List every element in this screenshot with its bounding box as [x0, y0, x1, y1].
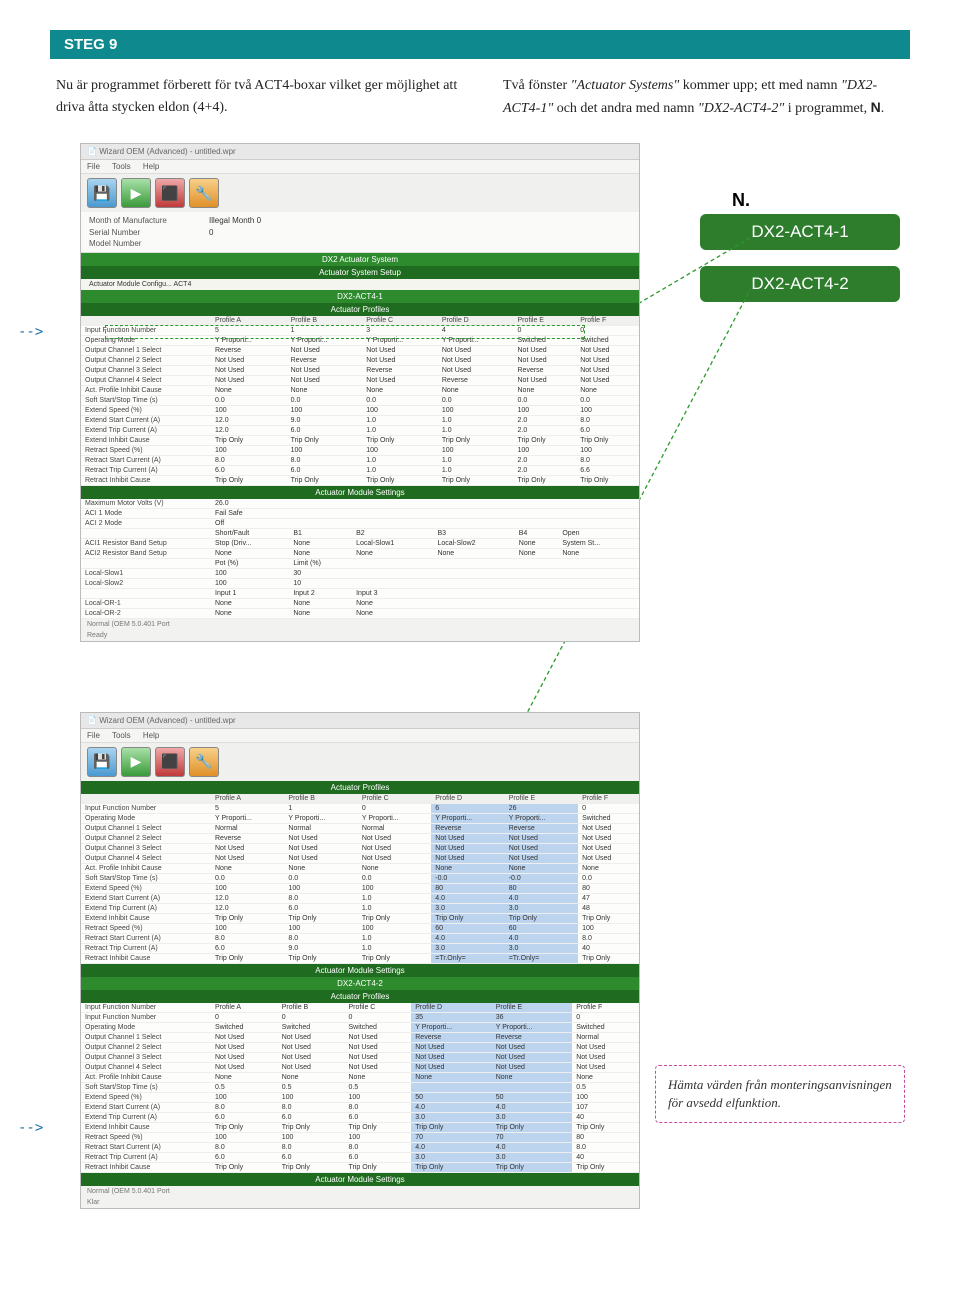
screenshot-1: 📄 Wizard OEM (Advanced) - untitled.wpr F…	[80, 143, 640, 642]
hdr-profiles: Actuator Profiles	[81, 303, 639, 316]
intro-left: Nu är programmet förberett för två ACT4-…	[56, 75, 463, 119]
tool-wrench-icon[interactable]: 🔧	[189, 178, 219, 208]
menu-tools[interactable]: Tools	[112, 731, 131, 740]
txt: N	[871, 99, 881, 115]
txt: Två fönster	[503, 78, 571, 93]
txt: i programmet,	[788, 101, 871, 116]
act4-cfg: Actuator Module Configu... ACT4	[81, 279, 639, 290]
intro-text: Nu är programmet förberett för två ACT4-…	[50, 75, 910, 119]
txt: "Actuator Systems"	[571, 78, 680, 93]
txt: "DX2-ACT4-2"	[698, 101, 784, 116]
menu-file[interactable]: File	[87, 731, 100, 740]
status: Normal (OEM 5.0.401 Port	[81, 619, 639, 630]
menu-help[interactable]: Help	[143, 731, 159, 740]
menu-help[interactable]: Help	[143, 162, 159, 171]
intro-right: Två fönster "Actuator Systems" kommer up…	[503, 75, 910, 119]
tool-stop-icon[interactable]: ⬛	[155, 178, 185, 208]
ready: Ready	[81, 630, 639, 641]
window-title-2: 📄 Wizard OEM (Advanced) - untitled.wpr	[81, 713, 639, 729]
hdr-dx2: DX2 Actuator System	[81, 253, 639, 266]
tool-save-icon[interactable]: 💾	[87, 747, 117, 777]
menu-file[interactable]: File	[87, 162, 100, 171]
profiles-table-2b: Input Function NumberProfile AProfile BP…	[81, 1003, 639, 1173]
toolbar: 💾 ▶ ⬛ 🔧	[81, 174, 639, 212]
screenshot-2: 📄 Wizard OEM (Advanced) - untitled.wpr F…	[80, 712, 640, 1209]
tool-play-icon[interactable]: ▶	[121, 178, 151, 208]
arrow-1: -->	[18, 324, 43, 340]
profiles-table-2a: Profile AProfile BProfile CProfile DProf…	[81, 794, 639, 964]
tool-stop-icon[interactable]: ⬛	[155, 747, 185, 777]
toolbar-2: 💾 ▶ ⬛ 🔧	[81, 743, 639, 781]
txt: och det andra med namn	[557, 101, 698, 116]
callout-N: N.	[732, 190, 750, 211]
status-2: Normal (OEM 5.0.401 Port	[81, 1186, 639, 1197]
device-info: Month of ManufactureIllegal Month 0 Seri…	[81, 212, 639, 253]
pill-dx2-act4-1: DX2-ACT4-1	[700, 214, 900, 250]
klar: Klar	[81, 1197, 639, 1208]
hdr-act4-1: DX2-ACT4-1	[81, 290, 639, 303]
menu-tools[interactable]: Tools	[112, 162, 131, 171]
txt: kommer upp; ett med namn	[683, 78, 841, 93]
arrow-2: -->	[18, 1120, 43, 1136]
menu-bar[interactable]: File Tools Help	[81, 160, 639, 174]
hdr-module-3: Actuator Module Settings	[81, 1173, 639, 1186]
hdr-profiles-2b: Actuator Profiles	[81, 990, 639, 1003]
tool-save-icon[interactable]: 💾	[87, 178, 117, 208]
hdr-module-2: Actuator Module Settings	[81, 964, 639, 977]
tool-play-icon[interactable]: ▶	[121, 747, 151, 777]
note-box: Hämta värden från monteringsanvisningen …	[655, 1065, 905, 1123]
hdr-module: Actuator Module Settings	[81, 486, 639, 499]
hdr-profiles-2: Actuator Profiles	[81, 781, 639, 794]
profiles-table-1: Profile AProfile BProfile CProfile DProf…	[81, 316, 639, 486]
pill-dx2-act4-2: DX2-ACT4-2	[700, 266, 900, 302]
hdr-act4-2: DX2-ACT4-2	[81, 977, 639, 990]
menu-bar-2[interactable]: File Tools Help	[81, 729, 639, 743]
step-bar: STEG 9	[50, 30, 910, 59]
tool-wrench-icon[interactable]: 🔧	[189, 747, 219, 777]
module-table: Maximum Motor Volts (V)26.0ACI 1 ModeFai…	[81, 499, 639, 619]
hdr-setup: Actuator System Setup	[81, 266, 639, 279]
window-title: 📄 Wizard OEM (Advanced) - untitled.wpr	[81, 144, 639, 160]
